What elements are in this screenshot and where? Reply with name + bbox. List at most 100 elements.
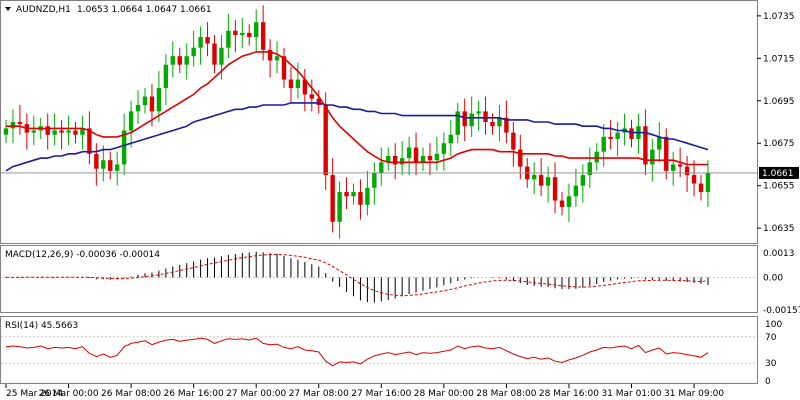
rsi-panel[interactable]: RSI(14) 45.5663: [0, 316, 758, 384]
candle: [386, 147, 391, 171]
candle: [698, 175, 704, 201]
candle: [420, 147, 426, 171]
rsi-line: [5, 337, 709, 367]
candle: [566, 183, 572, 222]
macd-label: MACD(12,26,9) -0.00036 -0.00014: [5, 250, 160, 260]
candle: [163, 54, 169, 106]
dropdown-triangle-icon[interactable]: [5, 7, 11, 11]
time-tick-label: 26 Mar 08:00: [101, 389, 161, 399]
candle: [212, 34, 217, 74]
candle: [629, 119, 634, 148]
candle: [66, 115, 71, 146]
time-tick-label: 27 Mar 16:00: [351, 389, 411, 399]
price-tick-label: 1.0675: [763, 139, 795, 149]
candle: [337, 181, 342, 239]
candle: [532, 162, 537, 195]
candle: [59, 119, 64, 150]
symbol-label: AUDNZD,H1: [16, 5, 71, 15]
candle: [128, 100, 134, 148]
candle: [372, 162, 377, 205]
candle: [198, 26, 203, 65]
ohlc-values: 1.0653 1.0664 1.0647 1.0661: [77, 5, 212, 15]
rsi-tick-label: 30: [765, 359, 777, 369]
candle: [511, 122, 516, 167]
candle: [226, 13, 231, 59]
time-tick-label: 28 Mar 08:00: [476, 389, 536, 399]
candle: [101, 145, 106, 182]
macd-axis: 0.0013 0.00 -0.00157: [763, 249, 800, 316]
candle: [142, 88, 148, 114]
time-tick-label: 28 Mar 16:00: [539, 389, 599, 399]
candle: [3, 119, 9, 144]
candle: [302, 68, 308, 112]
candle: [518, 134, 523, 180]
candle: [191, 30, 196, 67]
candle: [483, 96, 488, 135]
candle: [476, 100, 481, 131]
last-price-text: 1.0661: [762, 169, 794, 179]
last-price-badge: 1.0661: [759, 166, 799, 179]
fast-moving-average-line: [6, 51, 708, 166]
time-tick-label: 28 Mar 00:00: [414, 389, 474, 399]
candle: [254, 9, 259, 52]
price-tick-label: 1.0695: [763, 97, 795, 107]
macd-signal-line: [6, 253, 709, 297]
candle: [448, 119, 453, 156]
time-tick-label: 26 Mar 00:00: [39, 389, 99, 399]
candle: [671, 151, 676, 186]
rsi-tick-label: 100: [765, 320, 782, 330]
rsi-label: RSI(14) 45.5663: [5, 321, 78, 331]
price-tick-label: 1.0655: [763, 182, 795, 192]
candle: [94, 143, 99, 186]
candle: [267, 39, 273, 78]
candle: [358, 179, 363, 220]
candle: [664, 128, 669, 180]
candle: [240, 17, 245, 48]
time-tick-label: 31 Mar 09:00: [664, 389, 724, 399]
candle: [455, 102, 460, 144]
candle: [365, 170, 370, 216]
candle: [705, 160, 711, 207]
candle: [247, 24, 252, 46]
candle: [462, 98, 467, 142]
price-tick-label: 1.0715: [763, 54, 795, 64]
candle: [594, 143, 599, 171]
candle: [351, 183, 356, 205]
candle: [504, 100, 509, 144]
candle: [330, 158, 335, 233]
time-tick-label: 26 Mar 16:00: [164, 389, 224, 399]
candle: [552, 162, 558, 214]
price-panel[interactable]: AUDNZD,H1 1.0653 1.0664 1.0647 1.0661: [0, 0, 758, 244]
price-axis: 1.0735 1.0715 1.0695 1.0675 1.0655 1.0635: [757, 12, 795, 234]
candle: [615, 122, 620, 156]
rsi-tick-label: 70: [765, 333, 777, 343]
slow-moving-average-line: [5, 102, 709, 172]
candle: [316, 90, 321, 114]
candle: [295, 62, 301, 99]
chart-header: AUDNZD,H1 1.0653 1.0664 1.0647 1.0661: [5, 5, 212, 15]
candle: [121, 113, 127, 176]
candle: [73, 122, 78, 144]
macd-tick-label: 0.0013: [763, 249, 795, 259]
candle: [17, 105, 23, 135]
candle: [684, 155, 690, 193]
candle: [434, 136, 440, 171]
candle: [87, 111, 92, 165]
macd-panel[interactable]: MACD(12,26,9) -0.00036 -0.00014: [0, 245, 758, 313]
candle: [497, 105, 502, 142]
rsi-tick-label: 0: [765, 377, 771, 387]
candle: [427, 143, 433, 176]
candle: [643, 109, 648, 176]
macd-tick-label: -0.00157: [763, 306, 800, 316]
candle: [274, 41, 280, 74]
candle: [399, 141, 405, 176]
candle: [80, 115, 85, 150]
candle: [45, 113, 50, 150]
candle: [281, 47, 287, 89]
candle: [559, 192, 565, 216]
candle: [608, 119, 613, 150]
price-tick-label: 1.0735: [763, 12, 795, 22]
candle: [691, 160, 697, 197]
